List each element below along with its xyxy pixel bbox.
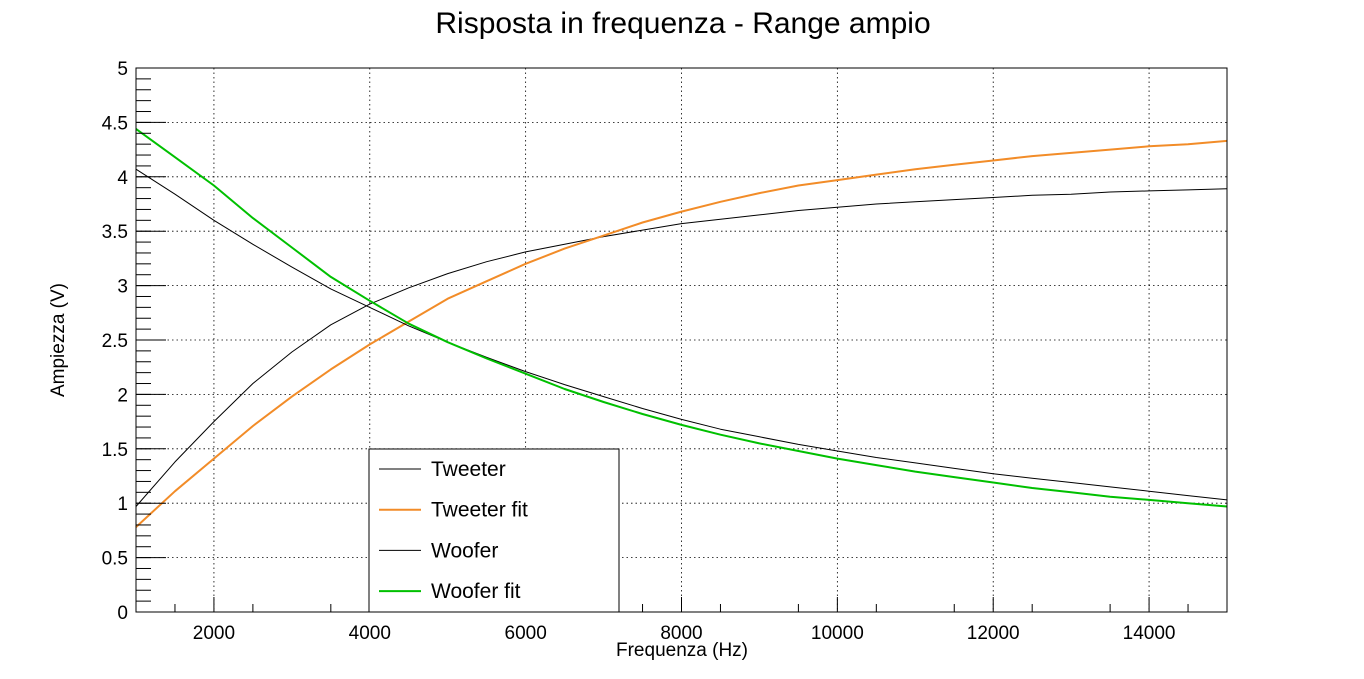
legend-label: Tweeter fit (431, 499, 528, 522)
x-tick-label: 14000 (1123, 623, 1176, 644)
x-tick-label: 6000 (505, 623, 547, 644)
grid-lines (136, 67, 1227, 613)
y-tick-label: 3 (117, 277, 128, 298)
y-tick-label: 3.5 (102, 222, 128, 243)
legend-label: Tweeter (431, 458, 506, 481)
axes: 0 0.5 1 1.5 2 2.5 3 3.5 4 4.5 5 2000 4000 6000 8000 100… (102, 59, 1189, 644)
legend: Tweeter Tweeter fit Woofer Woofer fit (368, 448, 620, 613)
x-tick-label: 10000 (811, 623, 864, 644)
series-line (135, 168, 1228, 501)
x-axis-title: Frequenza (Hz) (616, 640, 748, 661)
y-tick-label: 2.5 (102, 331, 128, 352)
x-tick-label: 8000 (660, 623, 702, 644)
legend-label: Woofer fit (431, 580, 521, 603)
series-line (135, 139, 1228, 528)
y-tick-label: 1 (117, 494, 128, 515)
chart-title: Risposta in frequenza - Range ampio (435, 7, 930, 40)
series-line (135, 188, 1228, 507)
x-tick-label: 2000 (193, 623, 235, 644)
data-series (135, 128, 1228, 528)
series-line (135, 128, 1228, 508)
y-tick-label: 0.5 (102, 549, 128, 570)
x-tick-label: 4000 (349, 623, 391, 644)
y-tick-label: 1.5 (102, 440, 128, 461)
y-tick-label: 5 (117, 59, 128, 80)
y-tick-label: 4.5 (102, 113, 128, 134)
y-tick-label: 2 (117, 385, 128, 406)
y-tick-label: 0 (117, 603, 128, 624)
y-tick-label: 4 (117, 168, 128, 189)
y-axis-title: Ampiezza (V) (48, 283, 69, 397)
legend-box (368, 448, 620, 613)
x-tick-label: 12000 (967, 623, 1020, 644)
legend-label: Woofer (431, 539, 498, 562)
